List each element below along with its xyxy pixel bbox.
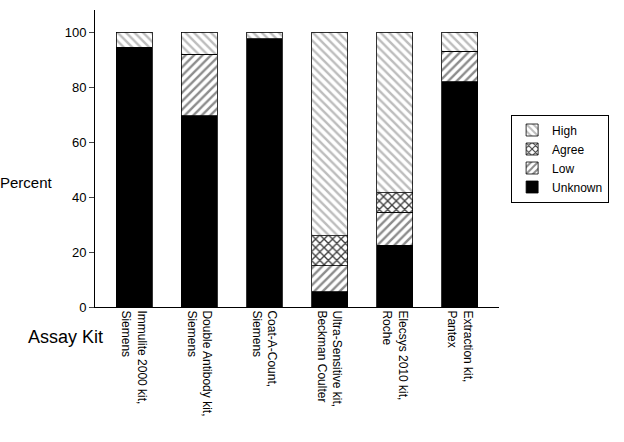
svg-text:Percent: Percent [0, 174, 53, 191]
svg-text:Elecsys 2010 kit,Roche: Elecsys 2010 kit,Roche [380, 310, 410, 400]
svg-text:Unknown: Unknown [552, 181, 602, 195]
svg-text:High: High [552, 124, 577, 138]
svg-text:0: 0 [79, 300, 86, 315]
svg-text:100: 100 [65, 25, 87, 40]
svg-text:Low: Low [552, 162, 574, 176]
svg-text:40: 40 [72, 190, 86, 205]
svg-text:Agree: Agree [552, 143, 584, 157]
svg-text:Extraction kit,Pantex: Extraction kit,Pantex [445, 310, 475, 382]
svg-text:Immulite 2000 kit,Siemens: Immulite 2000 kit,Siemens [119, 310, 149, 404]
svg-text:20: 20 [72, 245, 86, 260]
svg-text:Ultra-Sensitive kit,Beckman Co: Ultra-Sensitive kit,Beckman Coulter [315, 310, 345, 407]
svg-text:80: 80 [72, 80, 86, 95]
svg-text:Assay Kit: Assay Kit [28, 327, 103, 347]
svg-text:Coat-A-Count,Siemens: Coat-A-Count,Siemens [250, 310, 280, 387]
svg-text:60: 60 [72, 135, 86, 150]
svg-text:Double Antibody kit,Siemens: Double Antibody kit,Siemens [185, 310, 215, 416]
